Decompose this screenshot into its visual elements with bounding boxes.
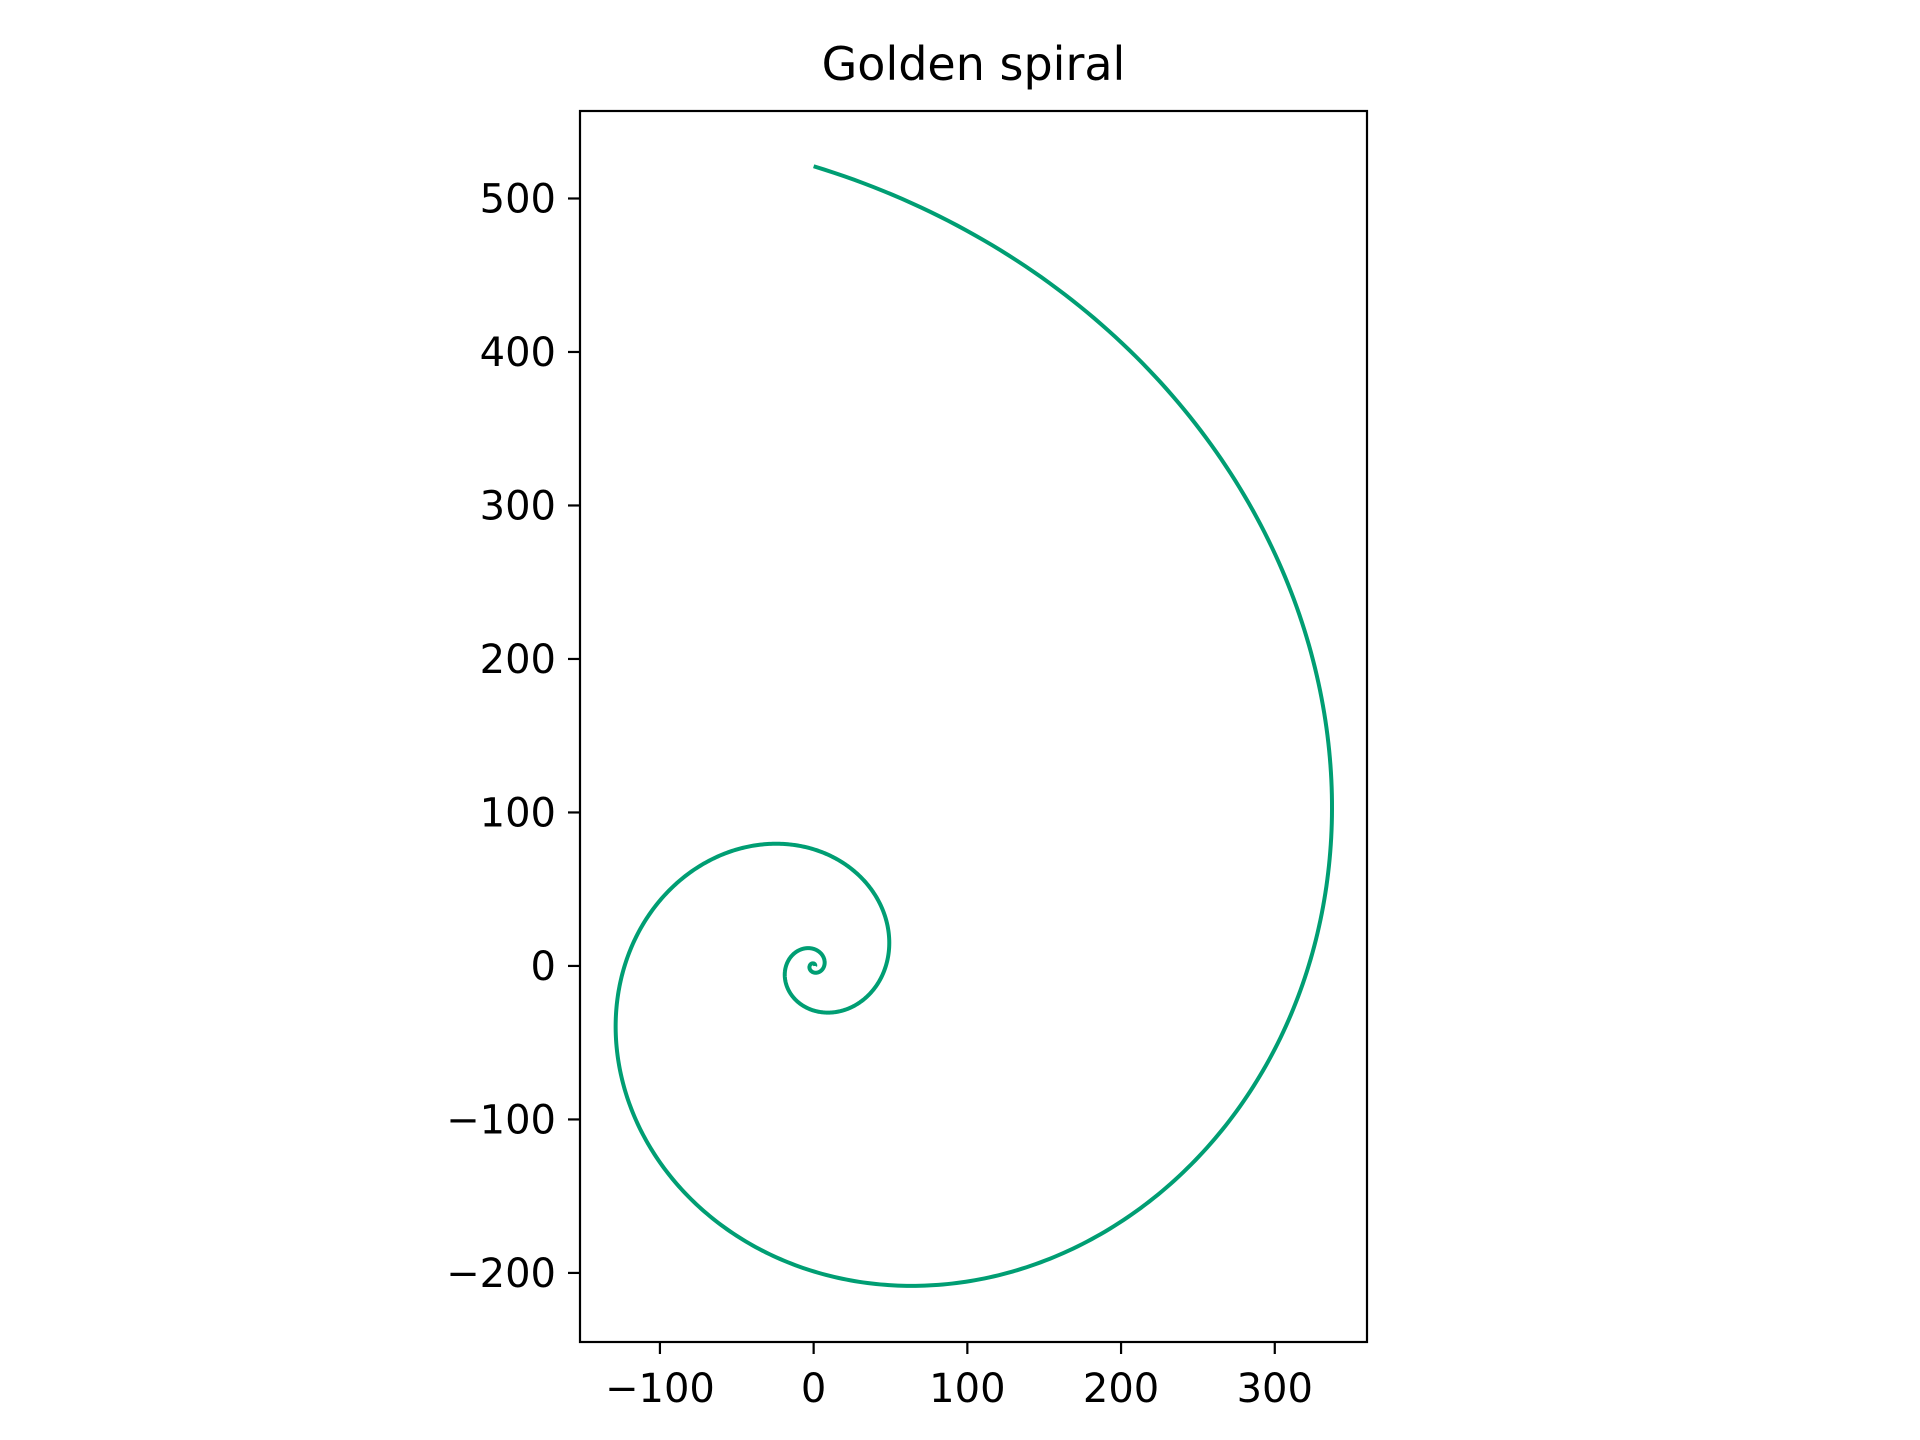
x-tick-label: 300	[1237, 1366, 1313, 1412]
y-tick-label: 100	[480, 790, 556, 836]
y-tick-label: 400	[480, 330, 556, 376]
x-axis: −100 0 100 200 300	[605, 1342, 1313, 1412]
x-tick-label: 200	[1083, 1366, 1159, 1412]
y-tick-label: 300	[480, 483, 556, 529]
x-tick-label: 100	[929, 1366, 1005, 1412]
y-tick-label: 500	[480, 176, 556, 222]
chart-title: Golden spiral	[822, 37, 1126, 91]
axes-frame	[578, 109, 1369, 1344]
y-tick-label: −100	[446, 1097, 556, 1143]
y-tick-label: 200	[480, 637, 556, 683]
spiral-series-line	[613, 164, 1334, 1288]
y-axis: −200 −100 0 100 200 300 400 500	[446, 176, 580, 1297]
plot-area	[613, 164, 1334, 1288]
x-tick-label: 0	[801, 1366, 826, 1412]
x-tick-label: −100	[605, 1366, 715, 1412]
y-tick-label: −200	[446, 1251, 556, 1297]
y-tick-label: 0	[531, 944, 556, 990]
